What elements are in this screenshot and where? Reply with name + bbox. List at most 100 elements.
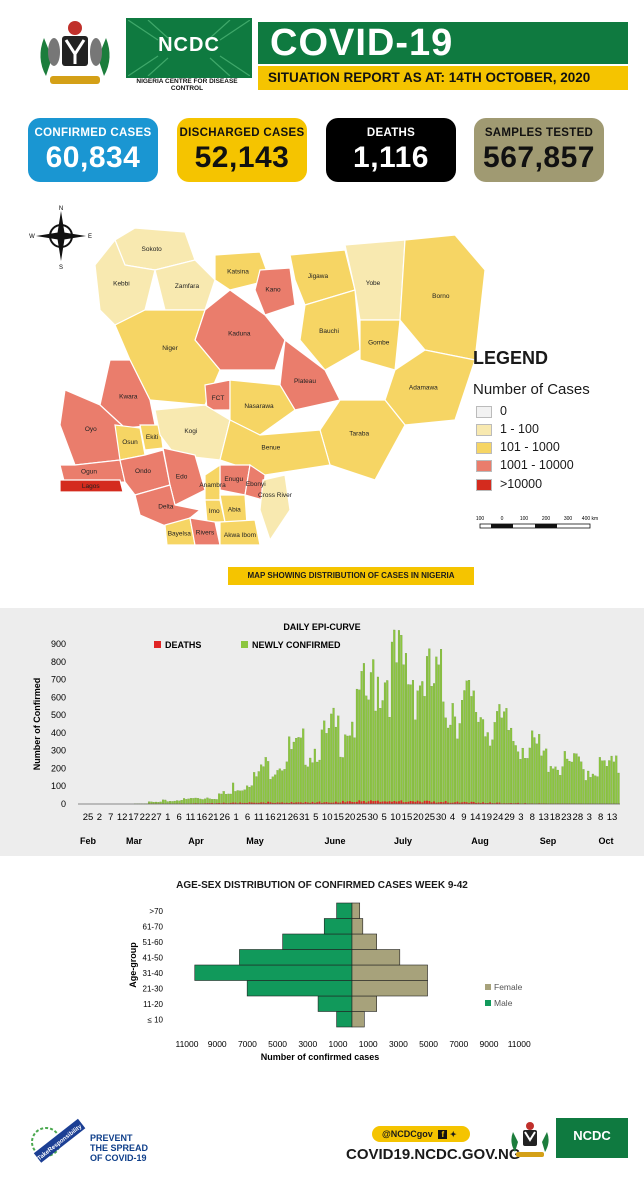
death-bar (271, 802, 274, 804)
legend-label: >10000 (500, 477, 543, 491)
confirmed-bar (365, 695, 368, 805)
confirmed-bar (297, 737, 300, 805)
confirmed-bar (234, 791, 237, 805)
confirmed-bar (274, 774, 277, 805)
x-tick-label: 16 (265, 812, 276, 823)
confirmed-bar (552, 768, 555, 805)
confirmed-bar (232, 782, 235, 805)
death-bar (398, 801, 400, 804)
facebook-icon[interactable]: f (438, 1130, 448, 1140)
confirmed-bar (470, 696, 473, 805)
page-title: COVID-19 (258, 22, 628, 64)
legend-subtitle: Number of Cases (473, 381, 590, 398)
confirmed-bar (260, 764, 263, 805)
confirmed-bar (257, 771, 260, 805)
death-bar (400, 800, 403, 804)
death-bar (360, 801, 363, 804)
x-tick-label: 14 (470, 812, 481, 823)
death-bar (297, 802, 300, 804)
confirmed-bar (440, 649, 443, 805)
confirmed-bar (521, 747, 524, 805)
month-label: Mar (126, 836, 143, 846)
social-handle[interactable]: @NCDCgov f ✦ (372, 1126, 470, 1142)
confirmed-bar (220, 793, 223, 805)
pyramid-x-tick: 1000 (359, 1039, 378, 1049)
confirmed-bar (584, 780, 587, 805)
y-tick-label: 0 (61, 799, 66, 809)
confirmed-bar (491, 739, 494, 805)
confirmed-bar (320, 729, 323, 805)
map-state-bauchi (299, 289, 361, 371)
death-bar (498, 802, 501, 804)
confirmed-bar (517, 751, 520, 805)
death-bar (440, 802, 442, 804)
death-bar (409, 801, 412, 804)
death-bar (243, 802, 246, 804)
death-bar (465, 802, 468, 804)
confirmed-bar (204, 798, 207, 805)
x-tick-label: 13 (538, 812, 549, 823)
map-state-label: Kebbi (113, 281, 130, 288)
death-bar (337, 802, 340, 804)
stat-samples: SAMPLES TESTED 567,857 (474, 118, 604, 182)
confirmed-bar (295, 738, 298, 805)
confirmed-bar (531, 730, 534, 805)
twitter-icon[interactable]: ✦ (449, 1130, 457, 1140)
confirmed-bar (388, 717, 391, 805)
x-tick-label: 16 (197, 812, 208, 823)
map-state-label: Osun (122, 439, 138, 446)
map-state-label: Bauchi (319, 328, 339, 335)
confirmed-bar (465, 680, 468, 805)
confirmed-bar (486, 732, 489, 805)
female-bar (351, 902, 361, 919)
confirmed-bar (271, 776, 274, 805)
death-bar (461, 802, 463, 804)
confirmed-bar (559, 775, 562, 805)
confirmed-bar (311, 762, 314, 805)
map-state-label: Sokoto (142, 246, 163, 253)
legend-item: 0 (476, 404, 507, 418)
death-bar (274, 803, 277, 804)
death-bar (367, 801, 370, 804)
scale-label: 400 km (582, 516, 598, 522)
website-link[interactable]: COVID19.NCDC.GOV.NG (346, 1146, 521, 1163)
death-bar (267, 801, 270, 804)
confirmed-bar (222, 791, 225, 805)
confirmed-bar (482, 719, 485, 805)
svg-text:N: N (59, 206, 63, 212)
confirmed-bar (397, 630, 400, 805)
x-tick-label: 18 (550, 812, 561, 823)
report-date: SITUATION REPORT AS AT: 14TH OCTOBER, 20… (258, 66, 628, 90)
confirmed-bar (178, 800, 181, 805)
x-tick-label: 17 (128, 812, 139, 823)
confirmed-bar (608, 760, 611, 805)
legend-confirmed-swatch (241, 641, 248, 648)
confirmed-bar (463, 690, 466, 805)
death-bar (239, 802, 242, 804)
map-state-label: Plateau (294, 378, 316, 385)
death-bar (433, 801, 435, 804)
legend-confirmed-label: NEWLY CONFIRMED (252, 640, 341, 650)
confirmed-bar (496, 711, 499, 805)
death-bar (379, 801, 382, 804)
confirmed-bar (402, 664, 405, 805)
confirmed-bar (278, 768, 281, 805)
death-bar (218, 803, 220, 804)
male-bar (239, 949, 353, 966)
death-bar (358, 800, 361, 804)
stat-value: 52,143 (194, 141, 290, 174)
death-bar (428, 800, 431, 804)
confirmed-bar (334, 726, 337, 805)
death-bar (393, 801, 396, 804)
confirmed-bar (369, 672, 372, 805)
stat-value: 60,834 (45, 141, 141, 174)
x-tick-label: 30 (436, 812, 447, 823)
death-bar (260, 802, 263, 804)
confirmed-bar (236, 790, 239, 805)
y-tick-label: 200 (51, 763, 66, 773)
confirmed-bar (556, 769, 559, 805)
svg-text:S: S (59, 265, 63, 269)
map-state-label: Kogi (184, 428, 197, 435)
confirmed-bar (164, 799, 167, 805)
death-bar (327, 802, 330, 804)
